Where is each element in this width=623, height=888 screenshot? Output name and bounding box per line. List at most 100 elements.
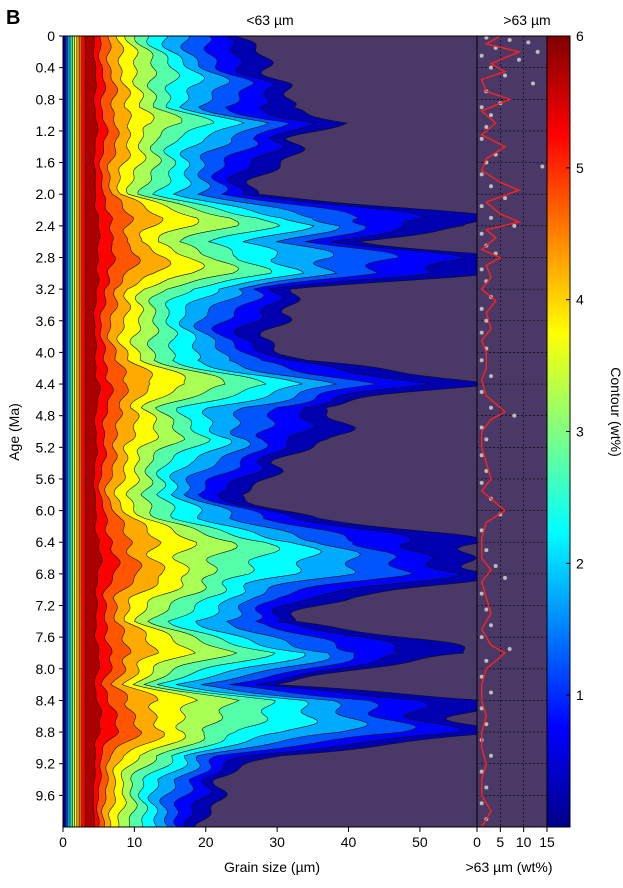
y-tick-label: 2.4 <box>36 218 56 234</box>
side-data-point <box>479 769 484 774</box>
side-data-point <box>484 469 489 474</box>
side-data-point <box>479 480 484 485</box>
side-data-point <box>489 184 493 189</box>
y-tick-label: 8.0 <box>36 661 56 677</box>
side-data-point <box>512 223 517 228</box>
colorbar-tick-label: 2 <box>576 555 584 571</box>
side-data-point <box>479 53 484 58</box>
side-data-point <box>489 405 493 410</box>
colorbar-tick-label: 3 <box>576 424 584 440</box>
side-data-point <box>479 231 484 236</box>
side-data-point <box>479 267 484 272</box>
age-y-axis: 0 0.4 0.8 1.2 1.6 2.0 2.4 2.8 3.2 3.6 4.0 4.4 4.8 5.2… <box>36 28 63 803</box>
side-data-point <box>484 318 489 323</box>
side-x-tick-label: 10 <box>516 834 532 850</box>
main-plot-title: <63 µm <box>246 12 293 28</box>
side-data-point <box>479 358 484 363</box>
y-tick-label: 1.2 <box>36 123 56 139</box>
y-tick-label: 9.6 <box>36 787 56 803</box>
side-data-point <box>507 37 512 42</box>
y-tick-label: 3.6 <box>36 313 56 329</box>
side-data-point <box>489 690 493 695</box>
side-data-point <box>479 306 484 311</box>
y-tick-label: 9.2 <box>36 756 56 772</box>
y-tick-label: 4.8 <box>36 408 56 424</box>
side-x-tick-label: 5 <box>496 834 504 850</box>
side-series-line <box>480 36 522 827</box>
side-data-point <box>484 124 489 129</box>
x-tick-label: 30 <box>269 834 285 850</box>
side-data-point <box>489 753 493 758</box>
y-tick-label: 0 <box>47 28 55 44</box>
side-data-point <box>479 706 484 711</box>
y-tick-label: 3.2 <box>36 281 56 297</box>
side-data-point <box>479 591 484 596</box>
colorbar: 1 2 3 4 5 6 Contour (wt%) <box>546 28 623 828</box>
side-data-point <box>479 136 484 141</box>
side-data-point <box>503 196 507 201</box>
x-tick-label: 20 <box>198 834 214 850</box>
contour-layers <box>63 36 477 827</box>
y-tick-label: 6.0 <box>36 503 56 519</box>
colorbar-axis: 1 2 3 4 5 6 <box>566 28 584 703</box>
x-tick-label: 10 <box>127 834 143 850</box>
side-data-point <box>479 105 484 110</box>
side-x-axis: 0 5 10 15 <box>473 827 555 850</box>
side-data-point <box>479 801 484 806</box>
side-data-point <box>484 36 489 40</box>
side-data-point <box>489 65 493 70</box>
side-data-point <box>484 658 489 663</box>
side-data-point <box>535 49 540 54</box>
side-data-point <box>479 674 484 679</box>
y-tick-label: 5.2 <box>36 439 56 455</box>
side-data-point <box>503 575 507 580</box>
y-tick-label: 1.6 <box>36 155 56 171</box>
side-data-point <box>484 722 489 727</box>
side-data-point <box>479 635 484 640</box>
y-tick-label: 0.8 <box>36 91 56 107</box>
colorbar-tick-label: 6 <box>576 28 584 44</box>
side-data-point <box>479 330 484 335</box>
side-data-point <box>479 389 484 394</box>
colorbar-label: Contour (wt%) <box>608 367 623 456</box>
y-tick-label: 6.8 <box>36 566 56 582</box>
side-x-tick-label: 0 <box>473 834 481 850</box>
y-tick-label: 8.4 <box>36 692 56 708</box>
side-data-point <box>526 40 531 45</box>
side-data-point <box>479 425 484 430</box>
coarse-fraction-plot: >63 µm 0 5 10 15 >63 µm (wt%) <box>465 12 555 875</box>
side-x-axis-label: >63 µm (wt%) <box>465 859 552 875</box>
side-data-point <box>489 215 493 220</box>
side-data-point <box>540 164 545 169</box>
colorbar-tick-label: 4 <box>576 292 584 308</box>
colorbar-tick-label: 5 <box>576 160 584 176</box>
y-tick-label: 4.4 <box>36 376 56 392</box>
x-tick-label: 40 <box>341 834 357 850</box>
age-y-axis-label: Age (Ma) <box>6 403 22 461</box>
side-data-point <box>484 785 489 790</box>
side-data-point <box>479 172 484 177</box>
y-tick-label: 7.6 <box>36 629 56 645</box>
side-data-point <box>507 647 512 652</box>
side-data-point <box>512 413 517 418</box>
y-tick-label: 2.8 <box>36 249 56 265</box>
x-tick-label: 0 <box>59 834 67 850</box>
y-tick-label: 0.4 <box>36 60 56 76</box>
side-data-point <box>531 81 535 86</box>
side-data-point <box>493 563 498 568</box>
grain-size-contour-plot: <63 µm 0 10 20 30 40 50 0 0.4 0.8 1.2 1.6 2.0 2.4 2.… <box>6 12 478 875</box>
main-x-axis-label: Grain size (µm) <box>224 859 320 875</box>
y-tick-label: 6.4 <box>36 534 56 550</box>
y-tick-label: 5.6 <box>36 471 56 487</box>
side-data-point <box>479 453 484 458</box>
contour-band <box>84 36 103 827</box>
y-tick-label: 8.8 <box>36 724 56 740</box>
x-tick-label: 50 <box>412 834 428 850</box>
colorbar-tick-label: 1 <box>576 687 584 703</box>
side-data-point <box>479 528 484 533</box>
y-tick-label: 7.2 <box>36 598 56 614</box>
side-data-point <box>517 57 521 62</box>
side-data-point <box>479 204 484 209</box>
side-data-point <box>484 437 489 442</box>
